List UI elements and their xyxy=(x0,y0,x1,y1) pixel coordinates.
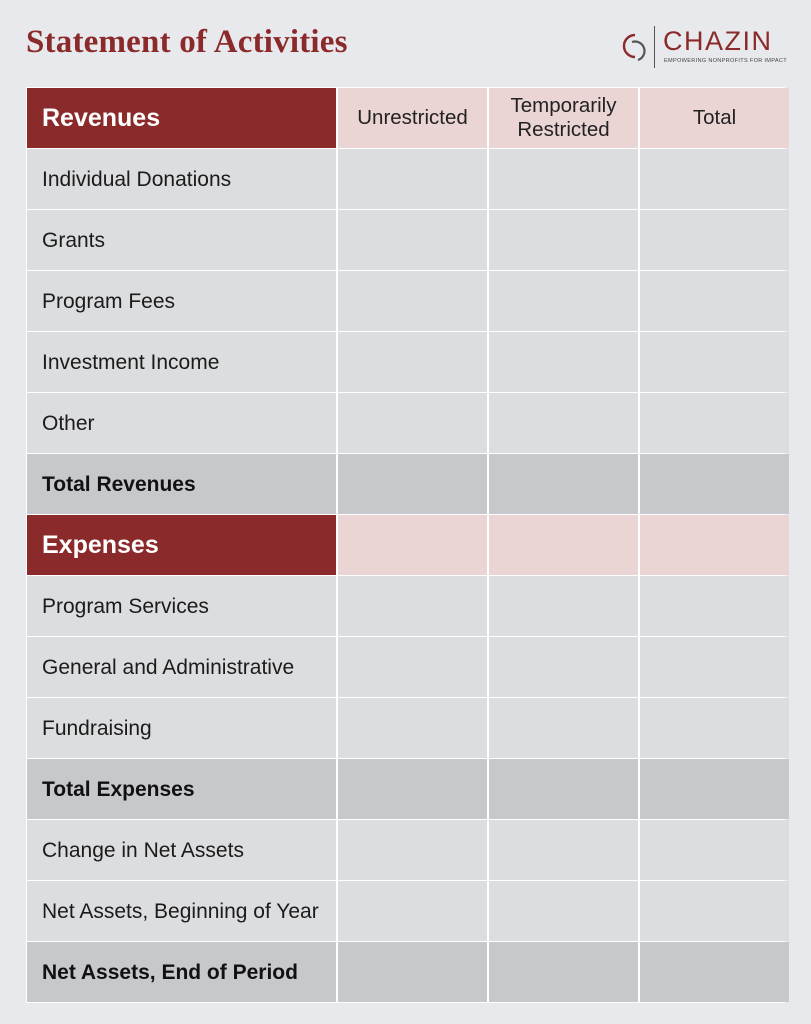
row-label-general-and-administrative: General and Administrative xyxy=(27,637,336,697)
value-cell[interactable] xyxy=(338,576,487,636)
value-cell[interactable] xyxy=(640,698,789,758)
value-cell[interactable] xyxy=(640,881,789,941)
statement-table: Revenues Unrestricted Temporarily Restri… xyxy=(26,87,789,1003)
value-cell[interactable] xyxy=(338,881,487,941)
value-cell[interactable] xyxy=(489,393,638,453)
total-value-cell[interactable] xyxy=(640,759,789,819)
value-cell[interactable] xyxy=(640,149,789,209)
page-title: Statement of Activities xyxy=(26,24,348,60)
row-label-other: Other xyxy=(27,393,336,453)
chazin-logo: CHAZIN EMPOWERING NONPROFITS FOR IMPACT xyxy=(619,26,789,70)
value-cell[interactable] xyxy=(489,820,638,880)
row-label-individual-donations: Individual Donations xyxy=(27,149,336,209)
total-value-cell[interactable] xyxy=(338,942,487,1002)
value-cell[interactable] xyxy=(338,820,487,880)
row-label-net-assets-beginning: Net Assets, Beginning of Year xyxy=(27,881,336,941)
value-cell[interactable] xyxy=(489,271,638,331)
value-cell[interactable] xyxy=(338,149,487,209)
row-label-total-revenues: Total Revenues xyxy=(27,454,336,514)
total-value-cell[interactable] xyxy=(640,942,789,1002)
value-cell[interactable] xyxy=(489,881,638,941)
row-label-total-expenses: Total Expenses xyxy=(27,759,336,819)
section-header-cell xyxy=(489,515,638,575)
row-label-grants: Grants xyxy=(27,210,336,270)
column-header-temporarily-restricted: Temporarily Restricted xyxy=(489,88,638,148)
section-header-cell xyxy=(640,515,789,575)
value-cell[interactable] xyxy=(338,637,487,697)
value-cell[interactable] xyxy=(338,698,487,758)
total-value-cell[interactable] xyxy=(489,759,638,819)
row-label-change-in-net-assets: Change in Net Assets xyxy=(27,820,336,880)
value-cell[interactable] xyxy=(489,210,638,270)
total-value-cell[interactable] xyxy=(640,454,789,514)
revenues-section-header: Revenues xyxy=(27,88,336,148)
value-cell[interactable] xyxy=(338,332,487,392)
value-cell[interactable] xyxy=(489,698,638,758)
value-cell[interactable] xyxy=(640,820,789,880)
chazin-cs-monogram-icon xyxy=(622,33,646,62)
value-cell[interactable] xyxy=(640,271,789,331)
value-cell[interactable] xyxy=(338,210,487,270)
row-label-program-services: Program Services xyxy=(27,576,336,636)
value-cell[interactable] xyxy=(338,271,487,331)
logo-divider xyxy=(654,26,655,68)
expenses-section-header: Expenses xyxy=(27,515,336,575)
value-cell[interactable] xyxy=(640,576,789,636)
logo-tagline: EMPOWERING NONPROFITS FOR IMPACT xyxy=(664,58,787,64)
row-label-fundraising: Fundraising xyxy=(27,698,336,758)
value-cell[interactable] xyxy=(640,210,789,270)
logo-brand: CHAZIN xyxy=(663,26,773,56)
row-label-investment-income: Investment Income xyxy=(27,332,336,392)
total-value-cell[interactable] xyxy=(338,759,487,819)
value-cell[interactable] xyxy=(489,637,638,697)
value-cell[interactable] xyxy=(640,332,789,392)
value-cell[interactable] xyxy=(489,149,638,209)
total-value-cell[interactable] xyxy=(489,454,638,514)
value-cell[interactable] xyxy=(489,576,638,636)
value-cell[interactable] xyxy=(640,393,789,453)
column-header-total: Total xyxy=(640,88,789,148)
column-header-unrestricted: Unrestricted xyxy=(338,88,487,148)
value-cell[interactable] xyxy=(338,393,487,453)
row-label-net-assets-end: Net Assets, End of Period xyxy=(27,942,336,1002)
value-cell[interactable] xyxy=(489,332,638,392)
total-value-cell[interactable] xyxy=(489,942,638,1002)
section-header-cell xyxy=(338,515,487,575)
total-value-cell[interactable] xyxy=(338,454,487,514)
value-cell[interactable] xyxy=(640,637,789,697)
row-label-program-fees: Program Fees xyxy=(27,271,336,331)
